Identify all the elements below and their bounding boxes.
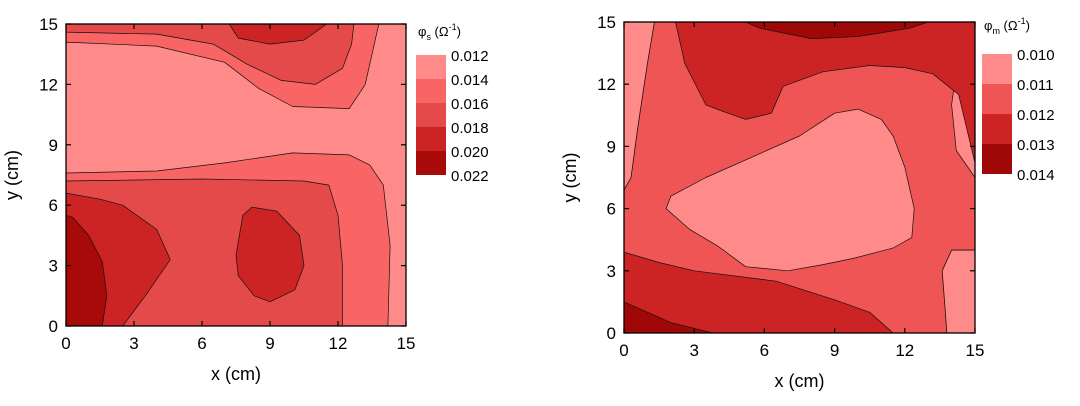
contour-chart-phi-s: 0 3 6 9 12 15 0 3 6 9 12 15 x (cm) y (cm) φs (Ω-1) 0.01… <box>0 0 540 401</box>
x-tick-label: 6 <box>760 341 769 360</box>
contour-region-level-3 <box>745 22 929 39</box>
legend-title-exponent: -1 <box>1018 16 1026 26</box>
contour-region-level-3 <box>235 206 305 303</box>
legend-swatch <box>982 54 1012 84</box>
legend-level-label: 0.022 <box>451 168 489 185</box>
legend-title-subscript: s <box>426 32 431 42</box>
plot-frame <box>65 23 407 327</box>
x-tick-label: 9 <box>830 341 839 360</box>
plot-frame <box>623 21 976 334</box>
y-tick-label: 12 <box>39 75 58 94</box>
x-tick-label: 15 <box>966 341 985 360</box>
legend-level-label: 0.012 <box>451 48 489 65</box>
y-tick-label: 3 <box>607 262 616 281</box>
legend-title: φs (Ω-1) <box>418 22 461 42</box>
contour-region-level-2 <box>624 251 894 333</box>
contour-region-level-0 <box>665 108 915 272</box>
x-tick-label: 6 <box>197 334 206 353</box>
contour-fill-group <box>66 24 406 326</box>
legend-title-exponent: -1 <box>449 22 457 32</box>
contour-region-level-4 <box>66 214 108 326</box>
x-tick-label: 3 <box>129 334 138 353</box>
contour-region-level-2 <box>675 22 975 164</box>
y-tick-label: 15 <box>597 13 616 32</box>
y-tick-label: 9 <box>607 137 616 156</box>
y-tick-label: 15 <box>39 15 58 34</box>
legend-swatch <box>982 114 1012 144</box>
legend-level-label: 0.012 <box>1017 107 1055 124</box>
legend-title-symbol: φ <box>418 24 426 39</box>
x-axis-label: x (cm) <box>775 371 825 391</box>
x-axis-label: x (cm) <box>211 364 261 384</box>
legend-swatch <box>416 127 446 151</box>
y-axis-label: y (cm) <box>560 153 580 203</box>
legend-title-close: ) <box>1026 18 1030 33</box>
legend-level-label: 0.010 <box>1017 47 1055 64</box>
x-tick-label: 0 <box>619 341 628 360</box>
contour-region-level-3 <box>624 301 714 333</box>
y-axis-label: y (cm) <box>2 150 22 200</box>
contour-fill-group <box>624 22 975 333</box>
legend-swatch <box>416 79 446 103</box>
legend-swatch <box>982 84 1012 114</box>
contour-region-level-0 <box>624 22 655 191</box>
x-tick-label: 3 <box>689 341 698 360</box>
contour-region-level-3 <box>228 24 328 45</box>
legend-title-subscript: m <box>992 26 1000 36</box>
legend-title: φm (Ω-1) <box>984 16 1030 36</box>
legend-swatch <box>416 103 446 127</box>
legend-level-label: 0.014 <box>451 72 489 89</box>
y-tick-label: 3 <box>49 257 58 276</box>
legend-title-unit: (Ω <box>1000 18 1018 33</box>
legend-level-label: 0.014 <box>1017 167 1055 184</box>
y-tick-label: 12 <box>597 75 616 94</box>
contour-chart-phi-m: 0 3 6 9 12 15 0 3 6 9 12 15 x (cm) y (cm) φm (Ω-1) 0.01… <box>540 0 1080 401</box>
legend-level-label: 0.011 <box>1017 77 1053 94</box>
x-tick-label: 12 <box>329 334 348 353</box>
legend-title-symbol: φ <box>984 18 992 33</box>
legend-swatch <box>982 144 1012 174</box>
y-tick-label: 0 <box>607 324 616 343</box>
legend-level-label: 0.020 <box>451 144 489 161</box>
legend-level-label: 0.013 <box>1017 137 1055 154</box>
contour-chart-phi-m-svg: 0 3 6 9 12 15 0 3 6 9 12 15 x (cm) y (cm) φm (Ω-1) 0.01… <box>560 13 1055 391</box>
y-tick-label: 0 <box>49 317 58 336</box>
legend-title-unit: (Ω <box>431 24 449 39</box>
x-tick-label: 9 <box>265 334 274 353</box>
legend-level-label: 0.018 <box>451 120 489 137</box>
y-tick-label: 9 <box>49 136 58 155</box>
legend-level-label: 0.016 <box>451 96 489 113</box>
legend-title-close: ) <box>457 24 461 39</box>
y-tick-label: 6 <box>49 196 58 215</box>
legend-swatch <box>416 55 446 79</box>
contour-region-level-0 <box>941 249 975 333</box>
contour-chart-phi-s-svg: 0 3 6 9 12 15 0 3 6 9 12 15 x (cm) y (cm) φs (Ω-1) 0.01… <box>2 15 489 384</box>
x-tick-label: 12 <box>895 341 914 360</box>
x-tick-label: 15 <box>397 334 416 353</box>
legend-swatch <box>416 151 446 175</box>
y-tick-label: 6 <box>607 200 616 219</box>
x-tick-label: 0 <box>61 334 70 353</box>
